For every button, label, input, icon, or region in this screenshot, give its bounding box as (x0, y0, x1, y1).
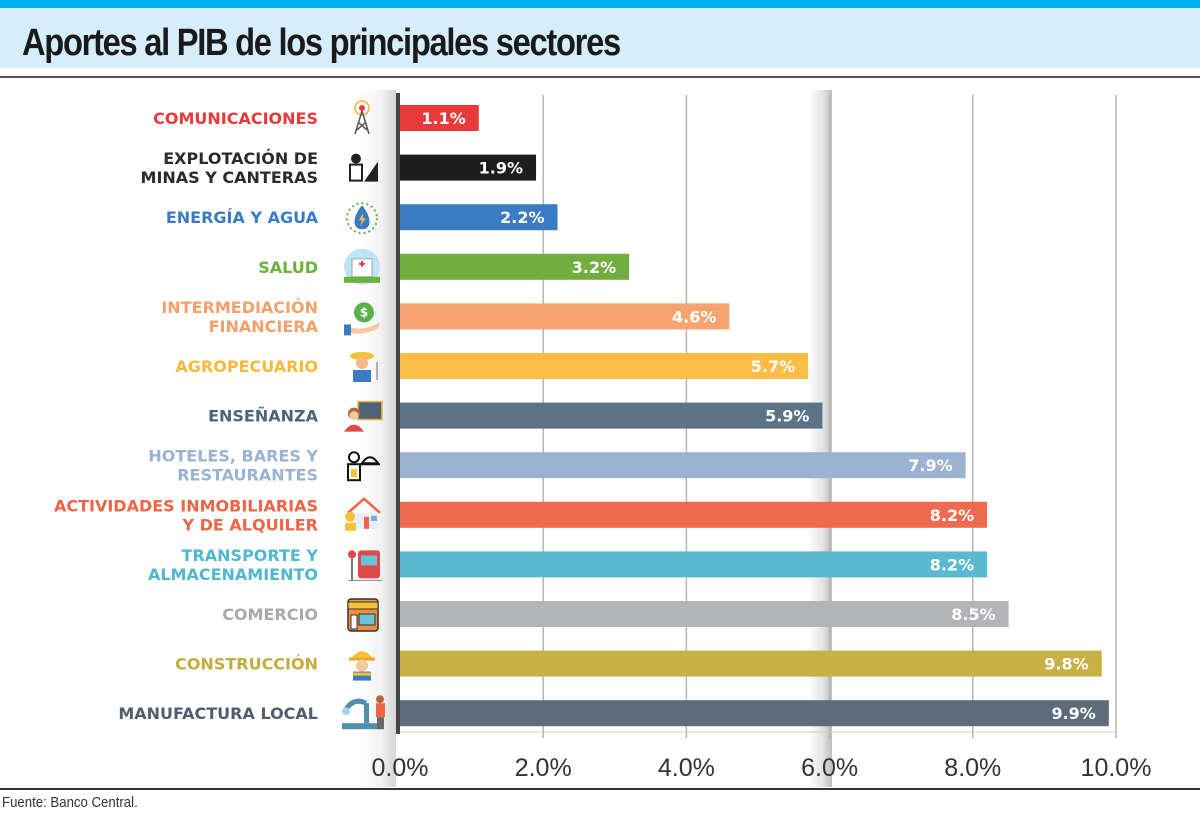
bar (400, 303, 730, 330)
svg-text:$: $ (360, 305, 368, 319)
robot-arm-icon (342, 695, 385, 730)
axis-shadow-left (360, 90, 396, 787)
x-tick-label: 4.0% (658, 754, 715, 782)
category-label: HOTELES, BARES Y (148, 447, 318, 466)
title-bar: Aportes al PIB de los principales sector… (0, 8, 1200, 68)
category-label: MINAS Y CANTERAS (141, 168, 318, 187)
category-label: EXPLOTACIÓN DE (163, 149, 318, 168)
category-label: AGROPECUARIO (175, 357, 318, 376)
teacher-icon (344, 400, 383, 432)
bar (400, 154, 537, 181)
bar (400, 700, 1109, 727)
bottom-divider (0, 788, 1200, 790)
category-label: SALUD (258, 258, 318, 277)
bar-value-label: 8.2% (930, 506, 974, 525)
bar (400, 452, 966, 479)
bus-icon (348, 550, 382, 581)
category-label: TRANSPORTE Y (182, 546, 319, 565)
bar-value-label: 5.7% (751, 357, 795, 376)
category-label: ALMACENAMIENTO (148, 565, 318, 584)
category-label: RESTAURANTES (177, 466, 318, 485)
bar (400, 501, 988, 528)
bar-value-label: 7.9% (908, 456, 952, 475)
bar-value-label: 5.9% (765, 407, 809, 426)
top-divider (0, 76, 1200, 78)
construction-worker-icon (349, 651, 375, 681)
money-bag-icon: $ (344, 302, 380, 336)
source-note: Fuente: Banco Central. (2, 794, 138, 811)
bar-value-label: 4.6% (672, 307, 716, 326)
bar (400, 551, 988, 578)
x-tick-label: 0.0% (372, 754, 429, 782)
bar-value-label: 1.9% (479, 159, 523, 178)
bar-value-label: 9.8% (1044, 655, 1088, 674)
bar (400, 105, 479, 131)
bar-value-label: 3.2% (572, 258, 616, 277)
bar-value-label: 8.2% (930, 555, 974, 574)
page-title: Aportes al PIB de los principales sector… (22, 22, 621, 64)
bar (400, 402, 823, 429)
x-tick-label: 2.0% (515, 754, 572, 782)
category-label: ENSEÑANZA (208, 407, 319, 426)
category-label: ENERGÍA Y AGUA (166, 208, 319, 227)
store-icon (347, 598, 379, 632)
bar (400, 204, 558, 231)
category-label: CONSTRUCCIÓN (175, 655, 318, 674)
top-accent-bar (0, 0, 1200, 8)
x-tick-label: 8.0% (944, 754, 1001, 782)
category-label: COMUNICACIONES (153, 109, 318, 128)
radio-tower-icon (354, 100, 370, 135)
bar (400, 353, 809, 379)
house-icon (345, 497, 381, 531)
bar (400, 601, 1009, 627)
bar-value-label: 1.1% (421, 109, 465, 128)
bar-value-label: 9.9% (1051, 704, 1095, 723)
category-label: INTERMEDIACIÓN (161, 298, 318, 317)
hospital-icon (344, 248, 380, 285)
farmer-icon (350, 352, 378, 382)
waiter-icon (347, 451, 380, 482)
category-label: MANUFACTURA LOCAL (118, 704, 318, 723)
x-tick-label: 10.0% (1081, 754, 1152, 782)
category-label: COMERCIO (222, 605, 318, 624)
category-label: ACTIVIDADES INMOBILIARIAS (54, 496, 318, 515)
category-label: Y DE ALQUILER (181, 515, 318, 534)
category-label: FINANCIERA (209, 317, 319, 336)
bar (400, 650, 1102, 677)
bar-value-label: 8.5% (951, 605, 995, 624)
bar (400, 253, 630, 280)
miner-icon (349, 153, 378, 182)
x-tick-label: 6.0% (801, 754, 858, 782)
water-energy-icon (346, 202, 378, 235)
bar-value-label: 2.2% (500, 208, 544, 227)
